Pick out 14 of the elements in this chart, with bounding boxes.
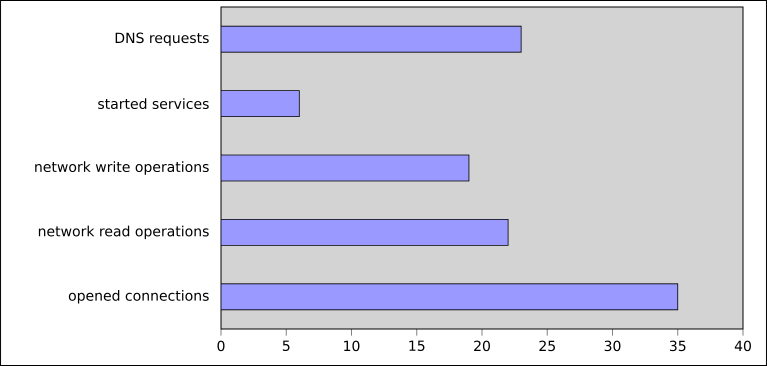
y-tick-label: opened connections bbox=[68, 290, 209, 304]
x-tick-label: 40 bbox=[734, 340, 751, 352]
x-tick-label: 5 bbox=[282, 340, 290, 351]
x-tick-label: 25 bbox=[539, 340, 555, 352]
x-tick-label: 30 bbox=[604, 340, 620, 352]
x-tick-label: 15 bbox=[409, 340, 424, 351]
y-tick-label: network read operations bbox=[38, 226, 209, 240]
x-tick-label: 20 bbox=[474, 340, 490, 352]
x-tick-label: 35 bbox=[670, 340, 686, 352]
y-tick-label: started services bbox=[98, 98, 209, 110]
y-tick-label: DNS requests bbox=[116, 32, 209, 46]
x-tick-label: 0 bbox=[217, 340, 225, 352]
x-tick-label: 10 bbox=[344, 340, 360, 352]
y-tick-label: network write operations bbox=[35, 161, 209, 175]
